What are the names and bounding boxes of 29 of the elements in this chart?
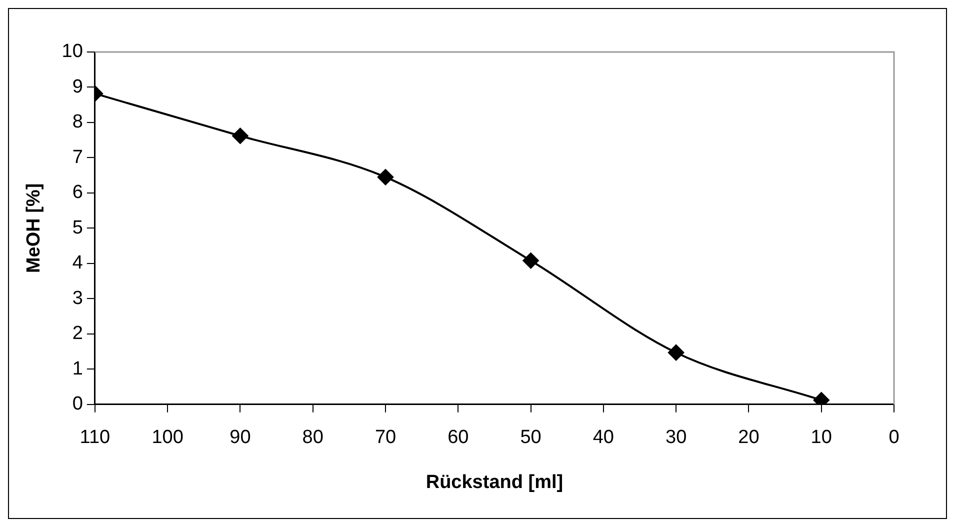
x-tick-label: 70 (374, 427, 396, 448)
point (668, 344, 684, 361)
y-tick-label: 9 (72, 76, 83, 98)
x-tick-label: 100 (152, 427, 184, 448)
x-tick-label: 80 (302, 427, 324, 448)
x-tick-label: 60 (448, 427, 469, 448)
x-tick-label: 40 (592, 427, 614, 448)
y-tick-label: 5 (72, 217, 83, 238)
point (378, 169, 394, 186)
y-tick-label: 1 (72, 358, 83, 380)
y-tick-label: 6 (72, 182, 83, 204)
x-tick-label: 30 (666, 427, 687, 448)
y-tick-label: 4 (72, 252, 84, 274)
y-tick-label: 8 (72, 112, 83, 133)
point (522, 252, 539, 269)
x-tick-label: 10 (810, 427, 832, 448)
x-tick-label: 20 (738, 427, 760, 448)
y-tick-label: 2 (72, 323, 83, 344)
y-tick-label: 0 (72, 394, 83, 415)
point (232, 128, 248, 144)
x-tick-label: 90 (230, 427, 251, 448)
x-axis-title: Rückstand [ml] (426, 472, 564, 493)
x-tick-label: 50 (520, 427, 542, 448)
y-tick-label: 3 (72, 288, 83, 309)
x-tick-label: 110 (80, 427, 110, 448)
y-axis-title: MeOH [%] (24, 183, 45, 274)
x-tick-label: 0 (888, 427, 900, 448)
y-tick-label: 7 (72, 146, 83, 168)
y-tick-label: 10 (62, 41, 83, 62)
